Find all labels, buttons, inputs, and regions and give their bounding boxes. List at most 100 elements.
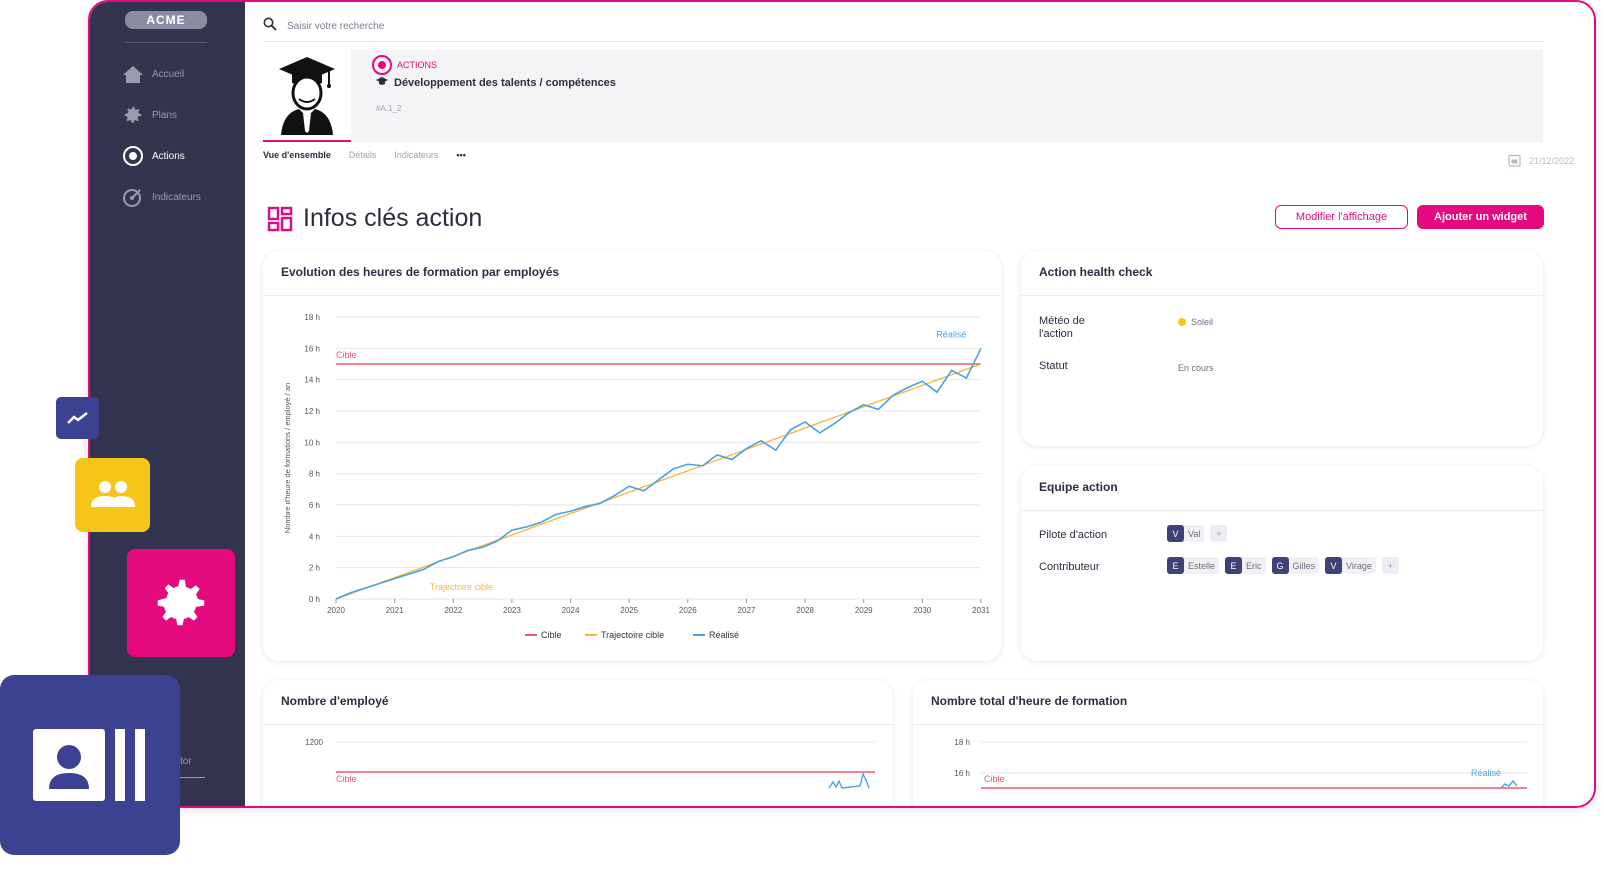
y-tick-label: 14 h	[304, 376, 320, 385]
target-icon	[372, 55, 392, 75]
sidebar-item-label: Indicateurs	[152, 191, 201, 203]
page-title-text: Infos clés action	[303, 204, 483, 232]
card-title: Nombre total d'heure de formation	[931, 694, 1128, 708]
more-options-icon[interactable]: •••	[456, 150, 466, 160]
action-code: #A.1_2	[376, 104, 402, 113]
brand-divider	[125, 42, 207, 43]
statut-value[interactable]: En cours	[1178, 363, 1214, 373]
y-tick-label: 0 h	[309, 595, 320, 604]
gear-icon	[157, 579, 205, 626]
user-name: Estelle	[1188, 560, 1216, 571]
user-chip[interactable]: G Gilles	[1271, 557, 1320, 574]
meteo-value[interactable]: Soleil	[1178, 317, 1213, 327]
trend-tile	[56, 397, 99, 439]
action-title-text: Développement des talents / compétences	[394, 76, 616, 89]
brand-logo: ACME	[125, 11, 207, 29]
employees-chart: 1200 Cible	[305, 738, 875, 789]
user-chip[interactable]: V Virage	[1325, 557, 1376, 574]
evolution-chart-card: Evolution des heures de formation par em…	[263, 251, 1001, 661]
sidebar-item-accueil[interactable]: Accueil	[122, 62, 242, 86]
user-initial: G	[1271, 557, 1289, 574]
sidebar-footer-divider	[180, 777, 205, 778]
x-tick-label: 2028	[796, 606, 814, 615]
page-title: Infos clés action	[267, 204, 482, 233]
health-check-card: Action health check Météo de l'action So…	[1021, 251, 1543, 446]
contributor-list: E Estelle E Eric G Gilles V Virage +	[1167, 557, 1399, 574]
modify-display-button[interactable]: Modifier l'affichage	[1275, 205, 1408, 229]
card-divider	[263, 295, 1001, 296]
tab-details[interactable]: Détails	[348, 150, 377, 160]
meteo-label: Météo de l'action	[1039, 315, 1085, 340]
breadcrumb-label: ACTIONS	[397, 60, 438, 70]
sidebar-item-actions[interactable]: Actions	[122, 144, 242, 168]
action-avatar	[263, 50, 351, 142]
realise-line	[1500, 779, 1518, 789]
contact-tile	[0, 675, 180, 855]
main-content: Saisir votre recherche ACTIONS	[245, 2, 1594, 806]
tab-overview[interactable]: Vue d'ensemble	[263, 150, 331, 160]
breadcrumb[interactable]: ACTIONS	[371, 54, 437, 76]
cible-annotation: Cible	[336, 350, 357, 360]
search-bar[interactable]: Saisir votre recherche	[263, 12, 1543, 42]
sidebar-footer-label[interactable]: tor	[180, 756, 192, 767]
y-tick-label: 8 h	[309, 470, 320, 479]
user-chip[interactable]: V Val	[1167, 525, 1205, 542]
card-divider	[913, 724, 1543, 725]
action-header: ACTIONS Développement des talents / comp…	[263, 50, 1543, 142]
user-chip[interactable]: E Estelle	[1167, 557, 1220, 574]
dashboard-icon	[267, 206, 293, 231]
card-title: Equipe action	[1039, 480, 1118, 494]
sidebar-item-label: Actions	[152, 150, 185, 162]
add-widget-button[interactable]: Ajouter un widget	[1417, 205, 1544, 229]
statut-label: Statut	[1039, 360, 1068, 372]
pilot-list: V Val +	[1167, 525, 1228, 542]
team-tile	[75, 458, 150, 532]
date-display: 21/12/2022	[1508, 154, 1574, 167]
user-chip[interactable]: E Eric	[1225, 557, 1266, 574]
x-tick-label: 2020	[327, 606, 345, 615]
user-name: Eric	[1246, 560, 1262, 571]
card-title: Action health check	[1039, 265, 1153, 279]
x-tick-label: 2030	[913, 606, 931, 615]
y-tick-label: 10 h	[304, 438, 320, 447]
x-tick-label: 2029	[855, 606, 873, 615]
legend-label: Réalisé	[709, 630, 739, 640]
add-user-icon[interactable]: +	[1381, 557, 1399, 574]
user-initial: E	[1167, 557, 1184, 574]
y-tick-label: 18 h	[304, 313, 320, 322]
settings-tile	[127, 549, 235, 657]
gear-icon	[122, 104, 144, 126]
y-tick-label: 2 h	[309, 564, 320, 573]
card-divider	[263, 724, 893, 725]
sidebar-item-plans[interactable]: Plans	[122, 103, 242, 127]
user-name: Val	[1188, 528, 1201, 539]
y-tick-label: 1200	[305, 738, 323, 747]
x-tick-label: 2021	[386, 606, 404, 615]
pilot-label: Pilote d'action	[1039, 529, 1108, 541]
x-tick-label: 2023	[503, 606, 521, 615]
tab-indicators[interactable]: Indicateurs	[394, 150, 439, 160]
contrib-label: Contributeur	[1039, 561, 1100, 573]
y-axis-label: Nombre d'heure de formations / employé /…	[283, 383, 292, 533]
search-icon	[263, 17, 277, 36]
sidebar-item-label: Accueil	[152, 68, 185, 80]
sun-status-dot	[1178, 318, 1186, 326]
y-tick-label: 18 h	[954, 738, 970, 747]
add-user-icon[interactable]: +	[1210, 525, 1228, 542]
realise-line	[335, 347, 982, 600]
user-initial: V	[1325, 557, 1343, 574]
contact-card-icon	[33, 729, 145, 801]
trend-icon	[66, 412, 88, 424]
user-initial: E	[1225, 557, 1243, 574]
x-tick-label: 2026	[679, 606, 697, 615]
gauge-icon	[122, 186, 144, 208]
card-title: Nombre d'employé	[281, 694, 389, 708]
meteo-value-text: Soleil	[1191, 317, 1214, 327]
card-divider	[1021, 295, 1543, 296]
search-input[interactable]: Saisir votre recherche	[287, 21, 385, 32]
total-hours-chart: 18 h 16 h Cible Réalisé	[954, 738, 1527, 789]
home-icon	[122, 63, 144, 85]
trajectoire-annotation: Trajectoire cible	[430, 582, 493, 592]
user-initial: V	[1167, 525, 1184, 542]
sidebar-item-indicateurs[interactable]: Indicateurs	[122, 185, 242, 209]
